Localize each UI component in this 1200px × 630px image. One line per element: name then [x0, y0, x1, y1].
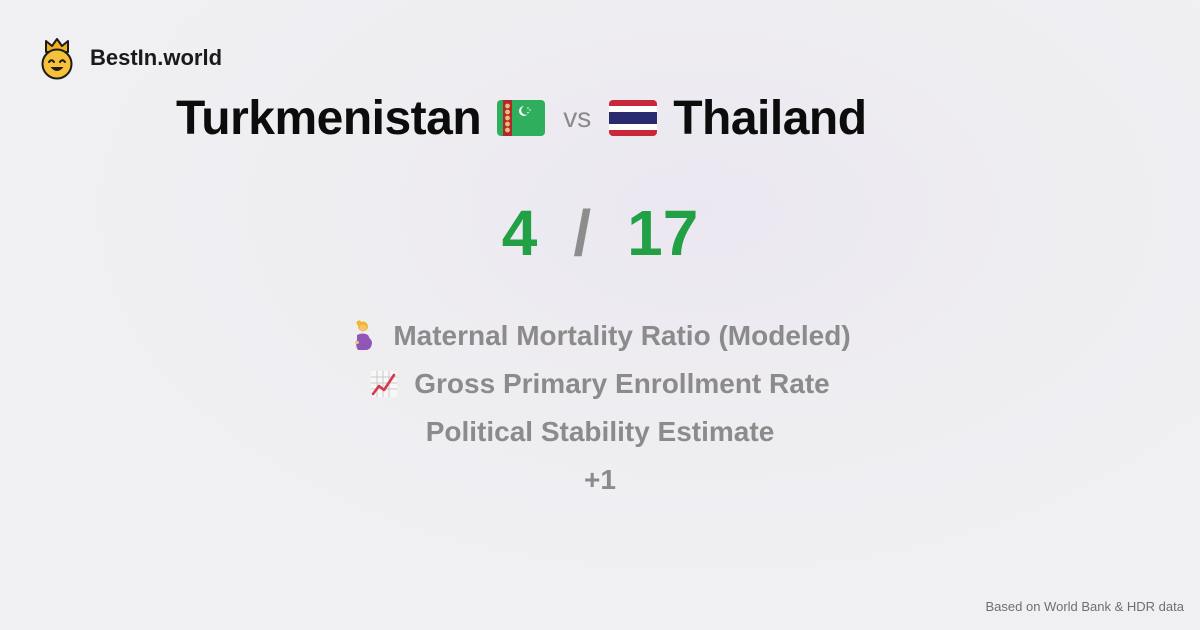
chart-increasing-icon: [371, 371, 398, 397]
crowned-smiley-icon: [41, 38, 73, 80]
metric-item: Maternal Mortality Ratio (Modeled): [0, 312, 1200, 360]
thailand-flag-icon: [609, 100, 658, 136]
comparison-title: Turkmenistan vs Thailand: [176, 88, 867, 148]
turkmenistan-flag-icon: [497, 100, 546, 136]
metric-label: Maternal Mortality Ratio (Modeled): [393, 320, 851, 351]
metric-list: Maternal Mortality Ratio (Modeled) Gross…: [0, 312, 1200, 504]
metric-item: Political Stability Estimate: [0, 408, 1200, 456]
vs-label: vs: [563, 102, 592, 133]
metric-label: Gross Primary Enrollment Rate: [414, 368, 830, 399]
brand-name: BestIn.world: [90, 45, 223, 70]
more-metrics-count: +1: [0, 456, 1200, 504]
pregnant-woman-icon: [355, 320, 373, 350]
score: 4 / 17: [0, 196, 1200, 270]
score-separator: /: [573, 197, 592, 269]
data-source-note: Based on World Bank & HDR data: [985, 599, 1184, 614]
metric-item: Gross Primary Enrollment Rate: [0, 360, 1200, 408]
right-score: 17: [627, 197, 699, 269]
metric-label: Political Stability Estimate: [425, 416, 775, 447]
brand[interactable]: BestIn.world: [38, 36, 222, 80]
right-country-name: Thailand: [673, 91, 867, 145]
left-score: 4: [501, 197, 538, 269]
left-country-name: Turkmenistan: [176, 91, 482, 145]
metric-label: +1: [584, 464, 616, 495]
